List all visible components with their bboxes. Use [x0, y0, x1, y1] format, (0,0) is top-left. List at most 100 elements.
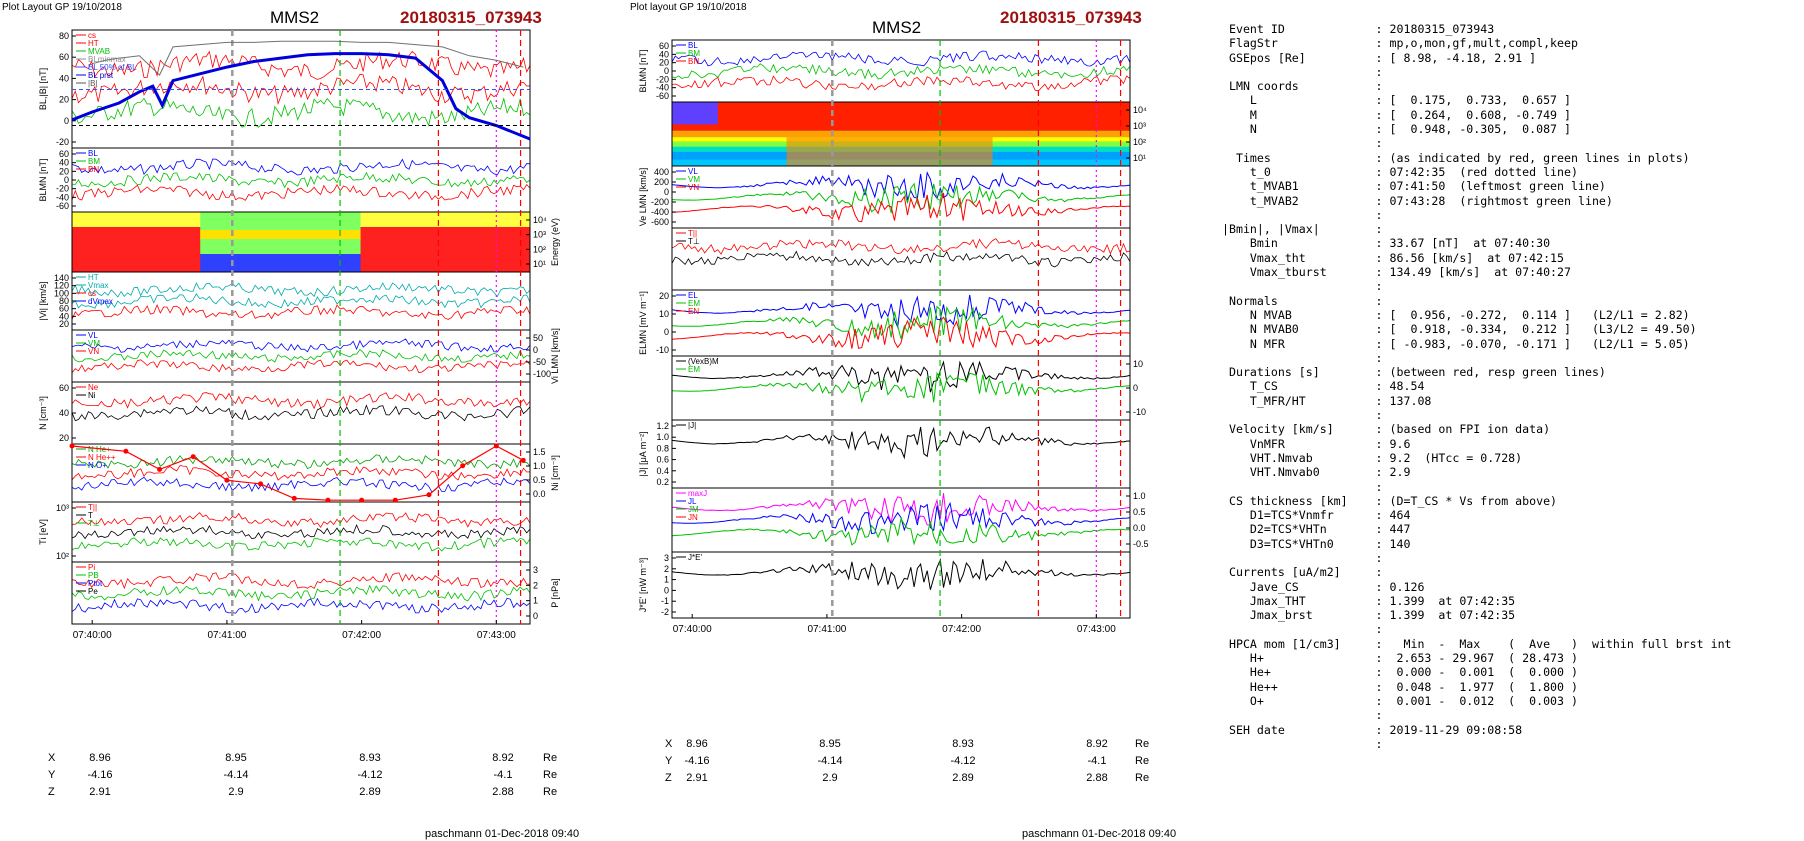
coord-unit: Re	[543, 786, 558, 798]
panel-frame	[71, 561, 531, 625]
coord-row-x: X 8.96 8.95 8.93 8.92 Re	[48, 752, 568, 769]
summary-line: t_0 : 07:42:35 (red dotted line)	[1222, 164, 1578, 179]
trace-t	[71, 523, 531, 540]
coord-value: 2.91	[89, 786, 111, 798]
panel-ylabel: Ti [eV]	[38, 519, 48, 545]
tick-label-left: -40	[56, 192, 69, 202]
tick-label-left: 20	[59, 433, 69, 443]
coord-row-z: Z 2.91 2.9 2.89 2.88 Re	[665, 772, 1155, 789]
coord-value: -4.16	[87, 769, 113, 781]
legend-entry: Ptot	[88, 579, 103, 588]
trace-ne	[71, 392, 531, 410]
coord-value: -4.14	[817, 755, 843, 767]
trace-t	[671, 238, 1131, 255]
tick-label-left: 60	[659, 41, 669, 51]
legend-entry: BL	[88, 149, 98, 158]
tick-label-right: -10	[1133, 407, 1146, 417]
coord-value: 8.95	[819, 738, 841, 750]
legend-entry: EM	[688, 299, 700, 308]
tick-label-right: 10⁴	[1133, 105, 1147, 115]
trace-pb	[71, 584, 531, 602]
middle-layout-label: Plot layout GP 19/10/2018	[630, 2, 747, 13]
tick-label-left: -200	[651, 197, 669, 207]
tick-label-right: 10⁴	[533, 215, 547, 225]
summary-line: :	[1222, 207, 1383, 222]
trace-no	[71, 476, 531, 493]
b-series-b	[92, 40, 524, 76]
tick-label-left: 400	[654, 167, 669, 177]
time-tick-label: 07:43:00	[477, 630, 516, 641]
coord-value: -4.12	[950, 755, 976, 767]
summary-line: t_MVAB2 : 07:43:28 (rightmost green line…	[1222, 193, 1613, 208]
tick-label-left: 3	[664, 553, 669, 563]
panel-ylabel: Ve LMN [km/s]	[638, 168, 648, 227]
trace-em	[671, 371, 1131, 404]
tick-label-left: 0.2	[656, 477, 669, 487]
coord-unit: Re	[1135, 738, 1150, 750]
coord-value: -4.16	[684, 755, 710, 767]
trace-jl	[671, 501, 1131, 535]
trace-cs	[71, 304, 531, 320]
time-tick-label: 07:41:00	[807, 624, 846, 635]
coord-label: Z	[48, 786, 55, 798]
panel-hpca: 1.5 1.0 0.5 0.0 Ni [cm⁻³] N He+N He++N O+	[71, 443, 560, 503]
tick-label-left: -20	[56, 137, 69, 147]
tick-label-left: 0	[64, 175, 69, 185]
legend-entry: VM	[688, 175, 700, 184]
tick-label-right: 0	[533, 345, 538, 355]
time-tick-label: 07:41:00	[207, 630, 246, 641]
tick-label-right: -100	[533, 369, 551, 379]
summary-line: D3=TCS*VHTn0 : 140	[1222, 536, 1411, 551]
tick-label-right: 1	[533, 596, 538, 606]
panel-rlabel: P [nPa]	[550, 578, 560, 607]
tick-label-right: 1.0	[533, 461, 546, 471]
legend-entry: dVmax	[88, 297, 113, 306]
panel-rlabel: Energy (eV)	[550, 218, 560, 266]
summary-line: Jmax_brst : 1.399 at 07:42:35	[1222, 608, 1516, 623]
trace-ni	[71, 404, 531, 422]
trace-vexbm	[671, 360, 1131, 393]
coord-label: Y	[665, 755, 673, 767]
legend-entry: BL	[688, 41, 698, 50]
trace-bm	[671, 63, 1131, 80]
legend-entry: N He++	[88, 453, 116, 462]
spectrogram-band	[672, 130, 1130, 138]
coord-value: 2.89	[952, 772, 974, 784]
summary-line: t_MVAB1 : 07:41:50 (leftmost green line)	[1222, 179, 1606, 194]
tick-label-left: 1	[664, 575, 669, 585]
panel-ylabel: BLMN [nT]	[38, 158, 48, 201]
tick-label-left: -40	[656, 83, 669, 93]
coord-unit: Re	[543, 752, 558, 764]
tick-label-left: 40	[59, 311, 69, 321]
tick-label-right: -0.5	[1133, 539, 1149, 549]
coord-row-y: Y -4.16 -4.14 -4.12 -4.1 Re	[48, 769, 568, 786]
coord-value: 8.93	[359, 752, 381, 764]
legend-entry: Vmax	[88, 281, 108, 290]
coord-value: -4.1	[1087, 755, 1107, 767]
tick-label-left: 0	[64, 116, 69, 126]
legend-entry: T	[88, 511, 93, 520]
legend-entry: cs	[88, 289, 96, 298]
panel-frame	[71, 271, 531, 331]
panel-frame	[671, 551, 1131, 619]
trace-vn	[671, 192, 1131, 223]
trace-bl	[671, 50, 1131, 67]
panel-frame	[71, 501, 531, 563]
legend-entry: JN	[688, 513, 698, 522]
tick-label-left: -1	[661, 596, 669, 606]
tick-label-left: 10²	[56, 551, 69, 561]
coord-value: -4.1	[493, 769, 513, 781]
legend-entry: N He+	[88, 445, 111, 454]
summary-line: :	[1222, 408, 1383, 423]
trace-bl	[71, 158, 531, 176]
summary-line: VHT.Nmvab : 9.2 (HTcc = 0.728)	[1222, 450, 1523, 465]
panel-frame	[71, 381, 531, 445]
tick-label-left: 60	[59, 52, 69, 62]
legend-entry: |B|	[88, 79, 98, 88]
trace-je	[671, 558, 1131, 590]
summary-line: Bmin : 33.67 [nT] at 07:40:30	[1222, 236, 1551, 251]
trace-j	[671, 426, 1131, 460]
summary-line: N MVAB : [ 0.956, -0.272, 0.114 ] (L2/L1…	[1222, 307, 1690, 322]
